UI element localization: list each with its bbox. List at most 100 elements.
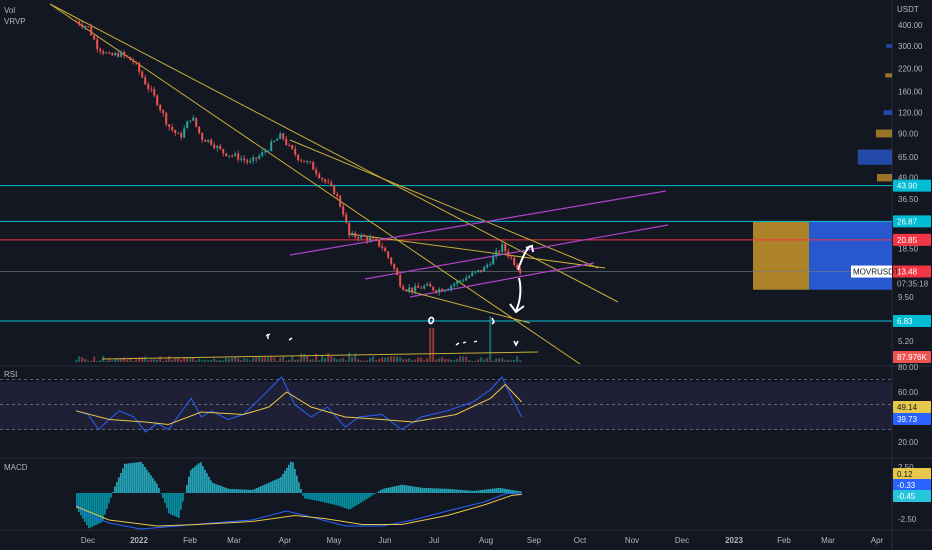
candle-body xyxy=(87,26,90,27)
candle-body xyxy=(339,196,342,207)
volume-bar xyxy=(399,357,402,362)
volume-bar xyxy=(246,358,249,362)
macd-hist-bar xyxy=(462,490,464,493)
price-tick-label: 400.00 xyxy=(898,21,923,30)
macd-hist-bar xyxy=(252,489,254,493)
macd-hist-bar xyxy=(148,472,150,493)
volume-bar xyxy=(369,357,372,362)
candle-body xyxy=(273,140,276,142)
volume-bar xyxy=(165,359,168,362)
macd-hist-bar xyxy=(332,493,334,505)
candle-body xyxy=(459,280,462,282)
macd-hist-bar xyxy=(486,489,488,493)
volume-bar xyxy=(144,356,147,362)
annotation-mark-6[interactable] xyxy=(513,340,519,347)
volume-bar xyxy=(486,357,489,362)
channel-upper-line[interactable] xyxy=(289,190,667,256)
macd-hist-bar xyxy=(210,480,212,493)
volume-trendline[interactable] xyxy=(101,351,539,360)
candle-body xyxy=(123,52,126,56)
time-tick-label: Dec xyxy=(81,536,95,545)
macd-hist-bar xyxy=(446,488,448,493)
candles[interactable] xyxy=(75,19,522,296)
candle-body xyxy=(216,146,219,149)
rsi-tick-label: 80.00 xyxy=(898,363,919,372)
volume-bar xyxy=(483,359,486,362)
candle-body xyxy=(456,280,459,284)
volume-bar xyxy=(474,360,477,362)
macd-pane-label[interactable]: MACD xyxy=(4,463,28,472)
volume-bar xyxy=(366,360,369,362)
candle-body xyxy=(477,269,480,272)
macd-hist-bar xyxy=(106,493,108,509)
rsi-pane-label[interactable]: RSI xyxy=(4,370,17,379)
volume-bar xyxy=(315,353,318,362)
annotation-mark-1[interactable] xyxy=(428,316,435,325)
price-tick-label: 160.00 xyxy=(898,88,923,97)
macd-hist-bar xyxy=(366,493,368,499)
candle-body xyxy=(333,185,336,195)
time-tick-label: Dec xyxy=(675,536,689,545)
macd-hist-bar xyxy=(152,478,154,493)
indicator-label-vrvp[interactable]: VRVP xyxy=(4,17,26,26)
macd-pane[interactable] xyxy=(75,461,522,530)
macd-hist-bar xyxy=(140,461,142,493)
volume-bar xyxy=(441,357,444,362)
candle-body xyxy=(366,236,369,241)
macd-hist-bar xyxy=(136,462,138,493)
trendline-resistance[interactable] xyxy=(349,233,606,269)
price-tick-label: 300.00 xyxy=(898,42,923,51)
time-axis[interactable]: Dec 2022 Feb Mar Apr May Jun Jul Aug Sep Oct Nov Dec… xyxy=(81,536,884,545)
macd-hist-bar xyxy=(110,493,112,498)
volume-bar xyxy=(477,359,480,362)
candle-body xyxy=(264,151,267,153)
macd-hist-bar xyxy=(256,487,258,493)
macd-hist-bar xyxy=(150,475,152,493)
volume-bar xyxy=(282,356,285,362)
macd-hist-bar xyxy=(490,488,492,493)
arrow-up-drawing[interactable] xyxy=(517,244,534,271)
trendline-mid[interactable] xyxy=(49,3,619,303)
candle-body xyxy=(99,49,102,52)
price-axis[interactable]: 400.00 300.00 220.00 160.00 120.00 90.00 65.00… xyxy=(898,21,923,524)
volume-bar xyxy=(327,353,330,362)
macd-hist-bar xyxy=(500,488,502,493)
annotation-mark-3[interactable] xyxy=(288,337,293,341)
candle-body xyxy=(315,169,318,174)
macd-hist-bar xyxy=(498,487,500,493)
macd-hist-bar xyxy=(438,488,440,493)
annotation-mark-4[interactable] xyxy=(455,340,478,346)
volume-bar xyxy=(444,358,447,362)
macd-hist-bar xyxy=(444,488,446,493)
macd-hist-bar xyxy=(508,489,510,493)
volume-bar xyxy=(435,359,438,362)
annotation-mark-2[interactable] xyxy=(265,333,271,339)
arrow-down-drawing[interactable] xyxy=(509,277,525,314)
macd-hist-bar xyxy=(146,469,148,493)
macd-hist-bar xyxy=(224,487,226,493)
macd-hist-bar xyxy=(260,486,262,493)
time-tick-label: Feb xyxy=(183,536,197,545)
candle-body xyxy=(498,250,501,252)
volume-bar xyxy=(243,358,246,362)
candle-body xyxy=(504,244,507,252)
candle-body xyxy=(309,161,312,163)
volume-bar xyxy=(114,358,117,362)
volume-bar xyxy=(408,358,411,362)
channel-middle-line[interactable] xyxy=(364,224,669,280)
macd-hist-bar xyxy=(102,493,104,521)
channel-lower-line[interactable] xyxy=(409,262,595,298)
macd-hist-bar xyxy=(306,493,308,499)
macd-hist-bar xyxy=(272,480,274,493)
volume-profile xyxy=(753,44,892,290)
candle-body xyxy=(129,57,132,61)
annotation-mark-5[interactable] xyxy=(491,317,495,325)
volume-bar xyxy=(372,356,375,362)
rsi-pane[interactable] xyxy=(0,376,892,433)
macd-hist-bar xyxy=(324,493,326,503)
macd-hist-bar xyxy=(138,462,140,493)
candle-body xyxy=(276,138,279,141)
trendline-support[interactable] xyxy=(404,289,531,324)
indicator-label-vol[interactable]: Vol xyxy=(4,6,15,15)
